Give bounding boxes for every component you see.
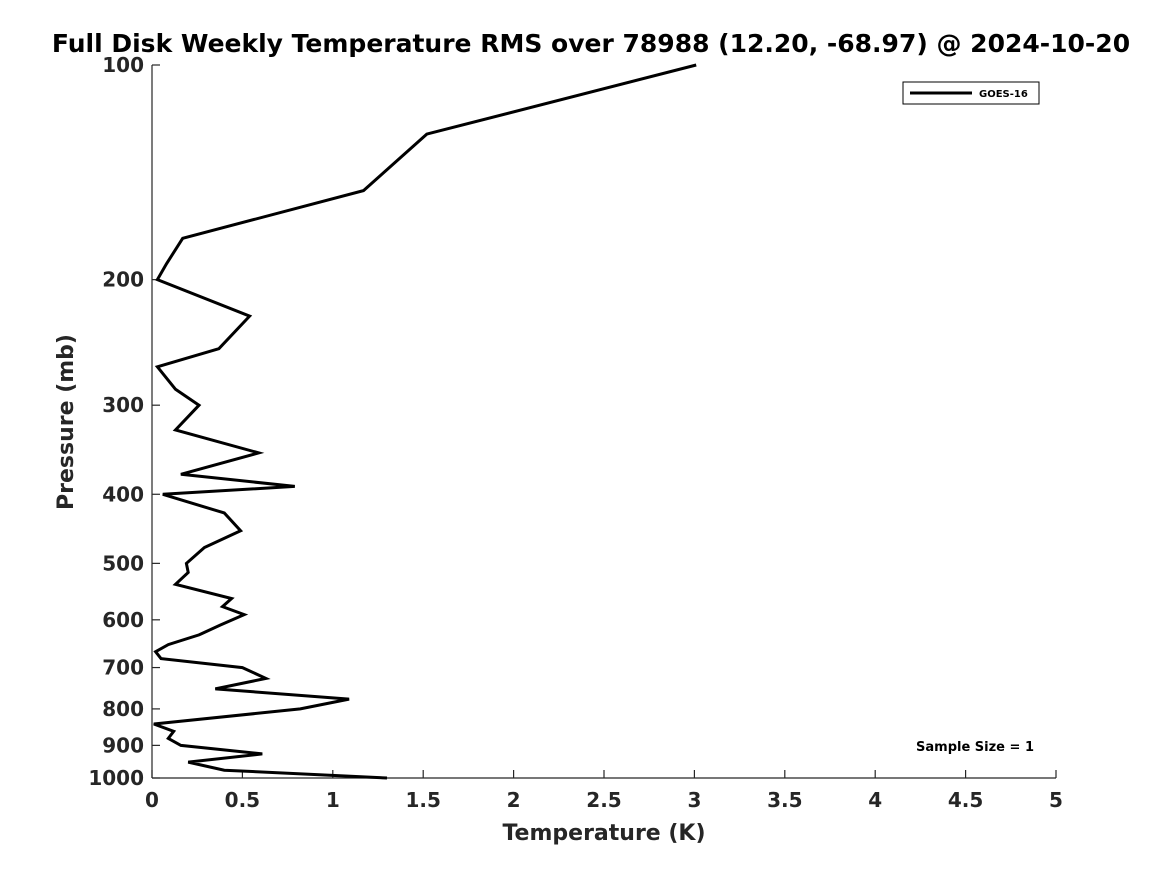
x-tick-label: 0.5: [225, 788, 260, 812]
x-tick-label: 4: [868, 788, 882, 812]
y-axis-label: Pressure (mb): [54, 334, 79, 510]
x-tick-label: 5: [1049, 788, 1063, 812]
x-tick-label: 4.5: [948, 788, 983, 812]
x-tick-label: 1.5: [405, 788, 440, 812]
x-tick-label: 3.5: [767, 788, 802, 812]
y-tick-label: 100: [102, 53, 144, 77]
y-tick-label: 300: [102, 393, 144, 417]
y-tick-label: 400: [102, 482, 144, 506]
series-group: [153, 63, 697, 780]
x-tick-label: 1: [326, 788, 340, 812]
legend: GOES-16: [902, 81, 1040, 105]
y-tick-label: 1000: [88, 766, 144, 790]
sample-size-annotation: Sample Size = 1: [916, 740, 1034, 755]
chart-title: Full Disk Weekly Temperature RMS over 78…: [52, 29, 1130, 58]
y-ticks: 100 200 300 400 500 600 700 800 900 1000: [88, 53, 160, 790]
x-axis-label: Temperature (K): [502, 821, 705, 846]
y-tick-label: 600: [102, 608, 144, 632]
series-line-goes-16: [153, 63, 697, 780]
x-tick-label: 2: [507, 788, 521, 812]
x-tick-label: 3: [687, 788, 701, 812]
x-tick-label: 0: [145, 788, 159, 812]
y-tick-label: 500: [102, 551, 144, 575]
plot-area: 0 0.5 1 1.5 2 2.5 3 3.5 4 4.5 5 100 200 300 400 500 600…: [88, 53, 1063, 812]
y-tick-label: 800: [102, 697, 144, 721]
x-ticks: 0 0.5 1 1.5 2 2.5 3 3.5 4 4.5 5: [145, 770, 1063, 812]
x-tick-label: 2.5: [586, 788, 621, 812]
y-tick-label: 900: [102, 733, 144, 757]
y-tick-label: 200: [102, 268, 144, 292]
legend-label: GOES-16: [979, 89, 1028, 100]
y-tick-label: 700: [102, 656, 144, 680]
